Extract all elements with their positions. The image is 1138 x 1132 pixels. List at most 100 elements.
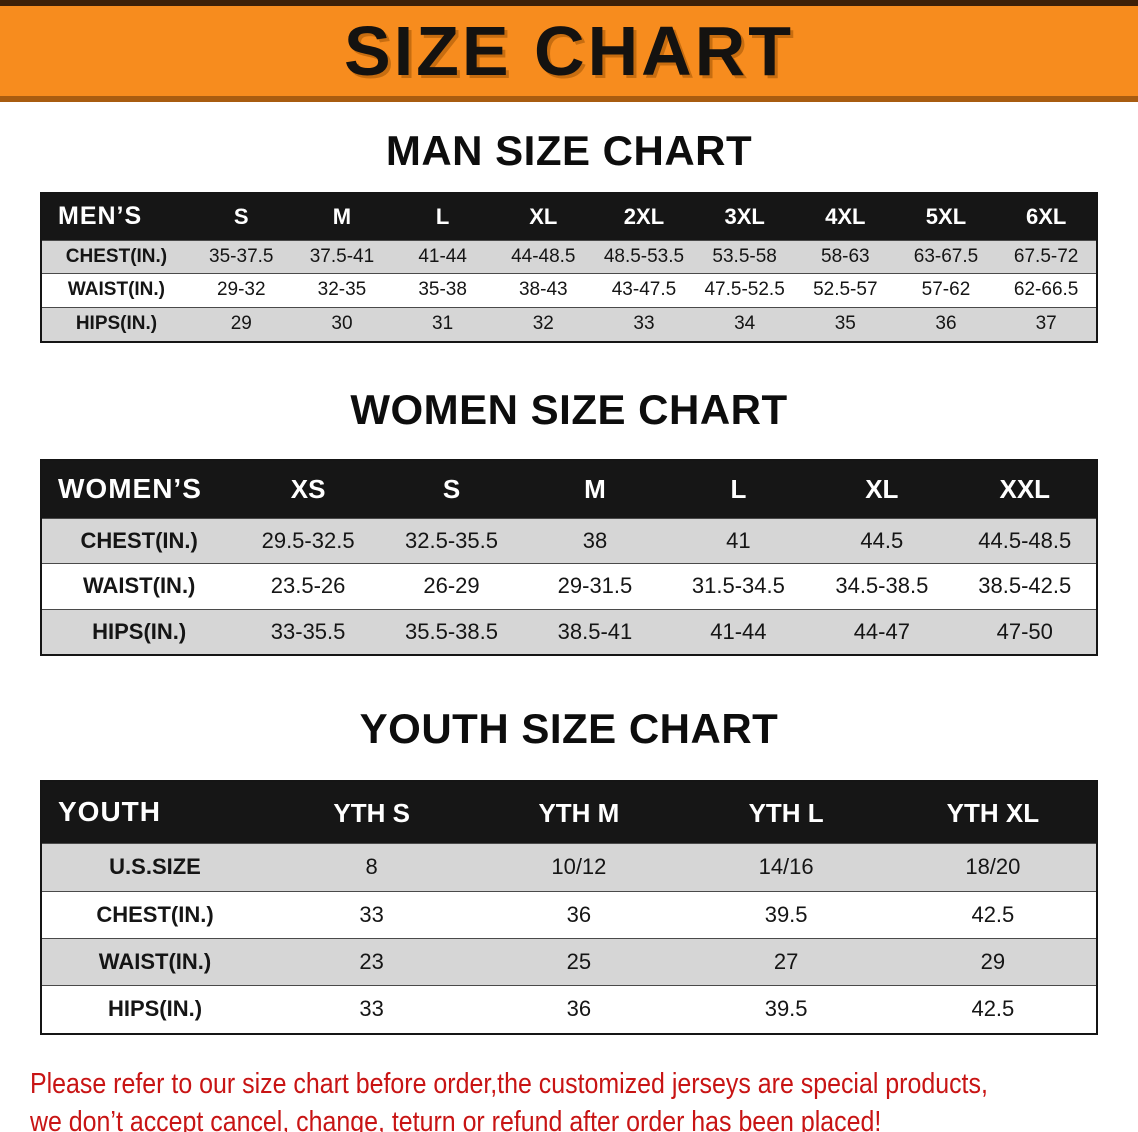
size-value-cell: 33-35.5 [270,618,346,644]
title-banner: SIZE CHART [0,0,1138,102]
row-label: WAIST(IN.) [98,949,212,974]
size-value-cell: 47-50 [996,618,1053,644]
size-value-cell: 37 [1035,313,1057,335]
size-value-cell: 29.5-32.5 [261,528,355,554]
size-value-cell: 33 [359,901,384,927]
table-row: CHEST(IN.) 33 36 39.5 42.5 [41,891,1097,939]
size-column-header: M [291,193,393,241]
size-column-header: YTH L [682,781,890,844]
size-value-cell: 52.5-57 [813,279,878,301]
size-value-cell: 44-47 [853,618,910,644]
size-column-header: M [523,460,667,519]
size-column-header: L [392,193,493,241]
size-value-cell: 42.5 [971,996,1015,1022]
table-title-cell: MEN’S [41,193,191,241]
table-row: HIPS(IN.) 33-35.5 35.5-38.5 38.5-41 41-44 44-… [41,609,1097,656]
size-value-cell: 38 [582,528,608,554]
size-value-cell: 39.5 [764,901,808,927]
size-value-cell: 57-62 [921,279,971,301]
size-value-cell: 25 [566,949,592,974]
page-title: SIZE CHART [344,12,794,90]
table-row: WAIST(IN.) 23 25 27 29 [41,938,1097,986]
table-row: WAIST(IN.) 29-32 32-35 35-38 38-43 43-47.5 47.… [41,273,1097,308]
table-row: CHEST(IN.) 35-37.5 37.5-41 41-44 44-48.5 48.5… [41,240,1097,274]
men-size-section: MAN SIZE CHART MEN’S S M L XL 2XL 3XL 4XL 5XL 6XL… [0,127,1138,344]
size-value-cell: 58-63 [821,245,870,267]
size-value-cell: 32-35 [317,279,367,301]
size-value-cell: 35 [834,313,856,335]
youth-size-table: YOUTH YTH S YTH M YTH L YTH XL U.S.SIZE 8 10/12… [40,780,1098,1035]
size-value-cell: 32 [532,313,554,335]
size-value-cell: 41 [726,528,751,554]
size-value-cell: 44.5 [860,528,904,554]
table-row: HIPS(IN.) 29 30 31 32 33 34 35 36 37 [41,307,1097,343]
size-value-cell: 29 [980,949,1006,974]
table-title-cell: YOUTH [41,781,269,844]
size-column-header: XXL [953,460,1097,519]
row-label: CHEST(IN.) [65,245,168,267]
size-value-cell: 29-32 [216,279,266,301]
size-value-cell: 38-43 [518,279,568,301]
size-value-cell: 33 [633,313,655,335]
size-value-cell: 42.5 [971,901,1015,927]
size-value-cell: 18/20 [965,854,1021,880]
table-row: CHEST(IN.) 29.5-32.5 32.5-35.5 38 41 44.5 44.5… [41,518,1097,564]
size-column-header: S [379,460,524,519]
size-value-cell: 31 [432,313,454,335]
size-value-cell: 62-66.5 [1013,279,1079,301]
size-value-cell: 34 [734,313,756,335]
size-value-cell: 44.5-48.5 [978,528,1072,554]
women-size-table: WOMEN’S XS S M L XL XXL CHEST(IN.) 29.5-32.5 32.5… [40,459,1098,657]
size-value-cell: 43-47.5 [611,279,677,301]
size-value-cell: 10/12 [551,854,607,880]
table-header-row: WOMEN’S XS S M L XL XXL [41,460,1097,519]
size-value-cell: 36 [935,313,957,335]
size-value-cell: 35.5-38.5 [405,618,498,644]
size-column-header: XS [236,460,380,519]
size-value-cell: 30 [331,313,353,335]
size-column-header: XL [492,193,594,241]
disclaimer: Please refer to our size chart before or… [0,1065,1138,1132]
size-value-cell: 41-44 [710,618,767,644]
row-label: U.S.SIZE [109,854,201,880]
size-column-header: 4XL [794,193,896,241]
size-value-cell: 26-29 [423,573,480,599]
disclaimer-line-1: Please refer to our size chart before or… [30,1067,988,1100]
size-value-cell: 38.5-42.5 [978,573,1072,599]
women-size-section: WOMEN SIZE CHART WOMEN’S XS S M L XL XXL CHEST(… [0,386,1138,657]
size-column-header: 5XL [895,193,997,241]
size-value-cell: 53.5-58 [712,245,777,267]
youth-size-section: YOUTH SIZE CHART YOUTH YTH S YTH M YTH L YTH… [0,706,1138,1035]
size-value-cell: 37.5-41 [309,245,375,267]
size-value-cell: 29 [230,313,252,335]
size-column-header: 2XL [593,193,695,241]
size-column-header: 6XL [996,193,1097,241]
size-value-cell: 34.5-38.5 [835,573,929,599]
size-value-cell: 23 [359,949,384,974]
size-column-header: XL [810,460,954,519]
disclaimer-line-2: we don’t accept cancel, change, teturn o… [30,1106,882,1132]
size-value-cell: 32.5-35.5 [405,528,498,554]
size-value-cell: 44-48.5 [511,245,576,267]
size-value-cell: 27 [773,949,799,974]
size-column-header: S [190,193,292,241]
row-label: CHEST(IN.) [96,901,214,927]
size-column-header: L [666,460,811,519]
size-value-cell: 35-37.5 [209,245,274,267]
women-section-heading: WOMEN SIZE CHART [350,386,788,434]
size-value-cell: 47.5-52.5 [704,279,785,301]
table-title-cell: WOMEN’S [41,460,237,519]
size-value-cell: 35-38 [418,279,467,301]
size-column-header: YTH XL [889,781,1097,844]
table-header-row: MEN’S S M L XL 2XL 3XL 4XL 5XL 6XL [41,193,1097,241]
size-value-cell: 67.5-72 [1013,245,1079,267]
row-label: WAIST(IN.) [82,573,196,599]
size-column-header: YTH M [475,781,683,844]
row-label: CHEST(IN.) [80,528,198,554]
size-value-cell: 41-44 [418,245,467,267]
size-value-cell: 63-67.5 [913,245,979,267]
size-value-cell: 39.5 [764,996,808,1022]
size-column-header: YTH S [268,781,476,844]
table-row: HIPS(IN.) 33 36 39.5 42.5 [41,985,1097,1034]
